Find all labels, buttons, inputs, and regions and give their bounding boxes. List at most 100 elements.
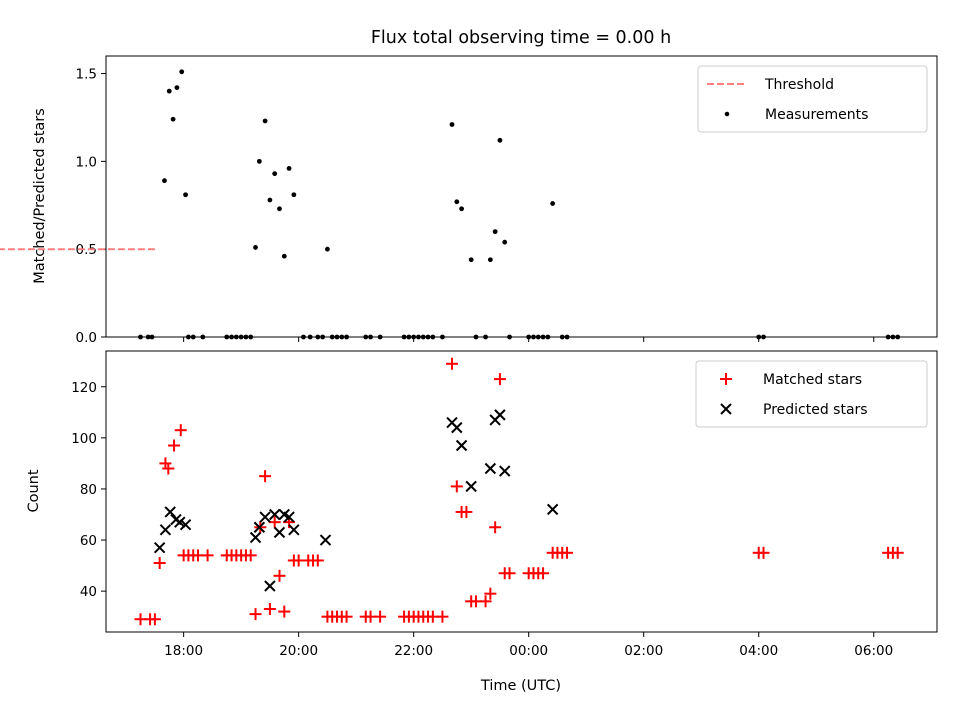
- top-y-tick-label: 1.5: [76, 67, 97, 83]
- bottom-legend-box: [695, 360, 928, 428]
- measurement-point: [468, 257, 474, 263]
- bottom-x-tick-label: 04:00: [739, 643, 778, 659]
- predicted-star-point: [253, 521, 266, 533]
- measurement-point: [183, 192, 188, 198]
- predicted-star-x-b: [273, 526, 286, 539]
- predicted-star-point: [283, 511, 295, 523]
- predicted-star-point: [159, 524, 172, 536]
- matched-star-point: [249, 608, 262, 621]
- legend-label-predicted-stars: Predicted stars: [763, 402, 868, 418]
- legend-label-measurements: Measurements: [765, 107, 868, 123]
- matched-star-point: [340, 610, 353, 623]
- bottom-x-tick-label: 02:00: [624, 643, 663, 659]
- measurement-point: [487, 257, 493, 263]
- matched-star-point: [162, 462, 175, 475]
- predicted-star-x-b: [159, 524, 172, 536]
- matched-star-point: [268, 516, 281, 529]
- measurement-point: [492, 229, 498, 235]
- bottom-y-tick-label: 80: [80, 482, 97, 498]
- measurement-point: [291, 192, 297, 198]
- legend-label-matched-stars: Matched stars: [763, 372, 862, 388]
- matched-star-point: [450, 480, 463, 493]
- predicted-star-point: [259, 511, 271, 523]
- bottom-y-axis: 40 60 80 100 120: [71, 380, 106, 600]
- matched-star-point: [174, 424, 187, 437]
- top-y-tick-label: 1.0: [76, 154, 97, 170]
- matched-star-point: [273, 569, 286, 582]
- matched-star-point: [537, 567, 550, 580]
- top-y-tick-label: 0.5: [76, 242, 97, 258]
- bottom-chart: Count Time (UTC) 40 60 80 100 120 18:00 20:00…: [26, 350, 938, 694]
- bottom-y-tick-label: 100: [71, 431, 97, 447]
- measurement-point: [166, 88, 172, 94]
- predicted-star-x-b: [319, 534, 332, 546]
- matched-star-point: [561, 546, 574, 559]
- measurement-point: [550, 201, 556, 206]
- measurements-legend-dot-icon: [724, 111, 730, 117]
- measurement-point: [286, 166, 292, 171]
- predicted-star-x-b: [264, 580, 276, 592]
- top-legend: Threshold Measurements: [697, 65, 928, 133]
- bottom-x-tick-label: 20:00: [279, 643, 318, 659]
- predicted-star-point: [499, 465, 511, 477]
- bottom-plot-area: [134, 357, 904, 626]
- measurement-point: [162, 178, 167, 184]
- measurement-point: [179, 69, 185, 75]
- bottom-y-tick-label: 60: [80, 533, 97, 549]
- predicted-star-point: [319, 534, 332, 546]
- bottom-y-axis-label: Count: [26, 469, 42, 512]
- predicted-star-point: [455, 439, 468, 452]
- matched-star-point: [278, 605, 291, 618]
- bottom-x-tick-label: 22:00: [394, 643, 433, 659]
- predicted-star-x-b: [259, 511, 271, 523]
- matched-star-point: [446, 357, 459, 370]
- measurement-point: [281, 253, 287, 259]
- predicted-star-point: [153, 541, 166, 554]
- bottom-x-axis: 18:00 20:00 22:00 00:00 02:00 04:00 06:00: [164, 632, 893, 659]
- predicted-star-x-b: [174, 516, 186, 528]
- bottom-y-tick-label: 40: [80, 584, 97, 600]
- measurement-point: [174, 85, 180, 91]
- predicted-star-point: [484, 462, 497, 475]
- matched-star-point: [201, 549, 214, 562]
- predicted-stars-legend-x-icon: [720, 403, 732, 415]
- predicted-star-point: [249, 531, 262, 544]
- predicted-star-x-b: [153, 541, 166, 554]
- matched-star-point: [891, 546, 904, 559]
- matched-star-point: [374, 610, 387, 623]
- predicted-star-x-b: [268, 508, 281, 521]
- predicted-star-x-b: [164, 506, 176, 518]
- matched-star-point: [148, 613, 161, 626]
- predicted-star-x-b: [494, 409, 506, 421]
- predicted-star-point: [174, 516, 186, 528]
- predicted-star-point: [179, 519, 192, 531]
- predicted-star-x-b: [499, 465, 511, 477]
- predicted-star-x-b: [465, 480, 477, 493]
- bottom-x-axis-label: Time (UTC): [480, 678, 561, 694]
- predicted-star-x-b: [179, 519, 192, 531]
- top-axes-frame: [105, 55, 938, 338]
- predicted-star-x-b: [253, 521, 266, 533]
- measurement-point: [277, 206, 282, 212]
- measurement-point: [497, 137, 503, 143]
- measurement-point: [502, 239, 508, 245]
- predicted-star-point: [164, 506, 176, 518]
- legend-label-threshold: Threshold: [764, 77, 834, 93]
- measurement-point: [449, 122, 455, 127]
- measurement-point: [454, 199, 460, 205]
- top-chart: Flux total observing time = 0.00 h Match…: [0, 28, 938, 346]
- predicted-star-x-b: [455, 439, 468, 452]
- matched-star-point: [311, 554, 324, 567]
- matched-star-point: [489, 521, 502, 534]
- predicted-star-point: [546, 503, 559, 516]
- predicted-star-x-b: [249, 531, 262, 544]
- measurement-point: [170, 116, 176, 122]
- matched-star-point: [484, 587, 497, 600]
- bottom-axes-frame: [105, 350, 938, 633]
- top-y-axis: 0.0 0.5 1.0 1.5: [76, 67, 106, 346]
- bottom-x-tick-label: 18:00: [164, 643, 203, 659]
- predicted-star-point: [273, 526, 286, 539]
- predicted-star-x-b: [288, 524, 300, 536]
- top-y-axis-label: Matched/Predicted stars: [32, 108, 48, 284]
- bottom-y-tick-label: 120: [71, 380, 97, 396]
